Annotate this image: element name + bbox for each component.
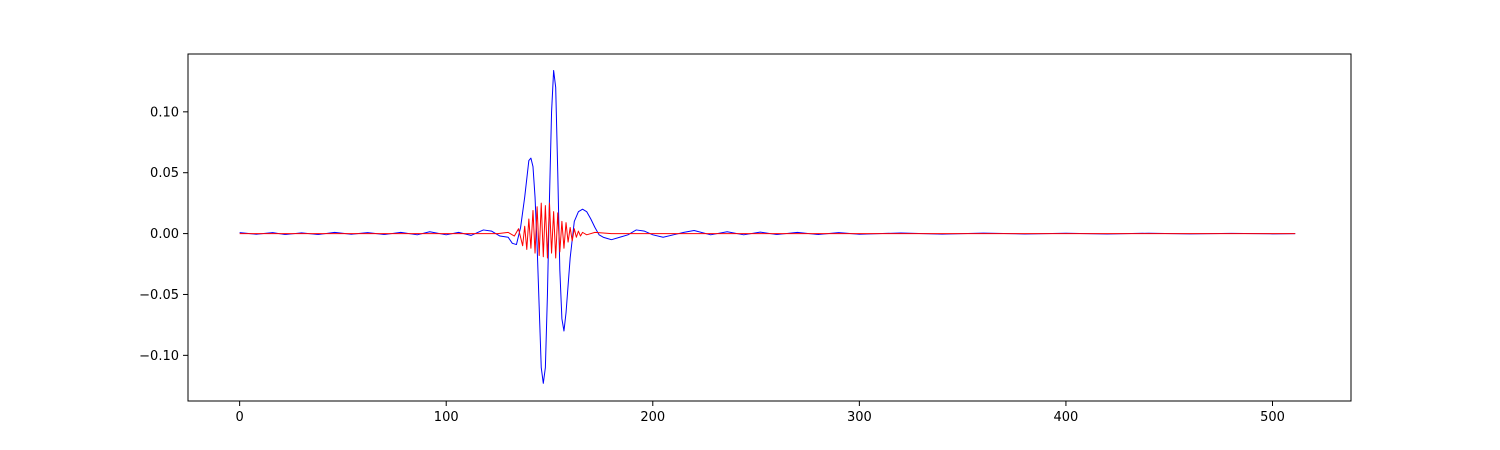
- y-tick-label: 0.05: [150, 166, 179, 181]
- x-axis: 0 100 200 300 400 500: [236, 401, 1285, 425]
- y-tick-label: 0.10: [150, 105, 179, 120]
- x-tick-label: 300: [847, 410, 872, 425]
- y-axis: 0.10 0.05 0.00 −0.05 −0.10: [139, 105, 188, 364]
- series-layer: [239, 69, 1296, 384]
- series-line-2: [239, 202, 1296, 259]
- y-tick-label: 0.00: [150, 227, 179, 242]
- y-tick-label: −0.10: [139, 349, 179, 364]
- x-tick-label: 100: [434, 410, 459, 425]
- y-tick-label: −0.05: [139, 288, 179, 303]
- plot-frame: [187, 53, 1352, 402]
- x-tick-label: 0: [236, 410, 244, 425]
- x-tick-label: 400: [1054, 410, 1079, 425]
- x-tick-label: 200: [640, 410, 665, 425]
- x-tick-label: 500: [1260, 410, 1285, 425]
